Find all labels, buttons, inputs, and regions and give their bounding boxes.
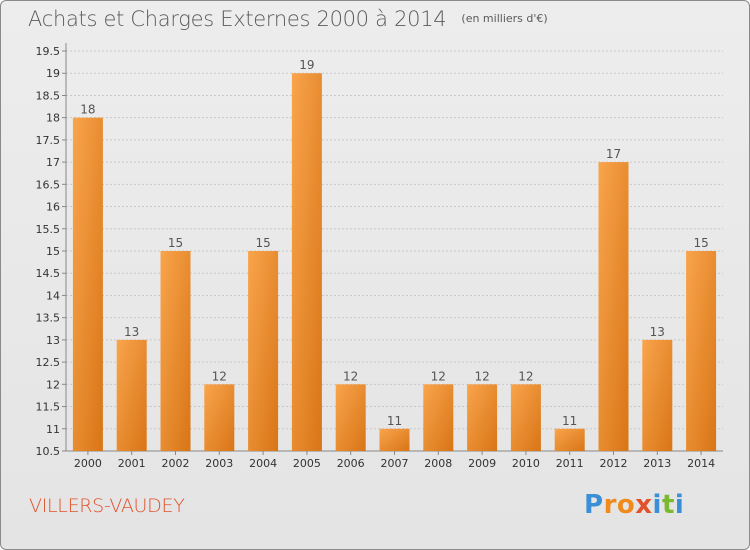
x-tick-label: 2011 [556, 457, 584, 470]
y-tick-label: 14 [46, 289, 60, 302]
y-tick-label: 18.5 [36, 89, 61, 102]
y-tick-label: 19.5 [36, 45, 61, 58]
data-label: 17 [606, 147, 621, 161]
y-tick-label: 16.5 [36, 178, 61, 191]
chart-title: Achats et Charges Externes 2000 à 2014 [28, 7, 447, 31]
x-tick-label: 2005 [293, 457, 321, 470]
x-tick-label: 2007 [381, 457, 409, 470]
bar-2014 [686, 251, 717, 451]
bars [72, 73, 717, 452]
y-tick-label: 17.5 [36, 134, 61, 147]
x-tick-label: 2002 [162, 457, 190, 470]
bar-2004 [248, 251, 279, 451]
data-label: 12 [343, 369, 358, 383]
y-tick-label: 18 [46, 112, 60, 125]
data-label: 13 [650, 325, 665, 339]
y-tick-label: 11 [46, 423, 60, 436]
chart-subtitle: (en milliers d'€) [461, 12, 548, 25]
data-label: 12 [212, 369, 227, 383]
data-label: 11 [387, 414, 402, 428]
logo-letter: i [674, 490, 685, 520]
bar-2005 [291, 73, 322, 451]
axes: 10.5 11 11.5 12 12.5 13 13.5 14 14.5 15 15.5 16 16.5… [36, 43, 723, 470]
y-tick-label: 13.5 [36, 312, 61, 325]
data-label: 12 [474, 369, 489, 383]
bar-2002 [160, 251, 191, 451]
town-name: VILLERS-VAUDEY [29, 495, 185, 517]
x-tick-label: 2003 [205, 457, 233, 470]
x-tick-label: 2012 [600, 457, 628, 470]
y-tick-label: 10.5 [36, 445, 61, 458]
x-tick-label: 2010 [512, 457, 540, 470]
logo-letter: P [584, 490, 604, 520]
bar-2001 [116, 339, 147, 451]
bar-2008 [423, 384, 454, 451]
x-tick-label: 2014 [687, 457, 715, 470]
logo-letter: t [661, 490, 675, 520]
y-tick-label: 19 [46, 67, 60, 80]
data-labels: 18 13 15 12 15 19 12 11 12 12 12 11 17 13 15 [80, 58, 708, 428]
logo-letter: x [635, 490, 653, 520]
y-tick-label: 15.5 [36, 223, 61, 236]
bar-2010 [510, 384, 541, 451]
data-label: 12 [431, 369, 446, 383]
data-label: 18 [80, 103, 95, 117]
x-tick-label: 2006 [337, 457, 365, 470]
bar-2000 [72, 117, 103, 452]
x-tick-label: 2013 [643, 457, 671, 470]
data-label: 15 [693, 236, 708, 250]
y-tick-label: 12.5 [36, 356, 61, 369]
chart-header: Achats et Charges Externes 2000 à 2014 (… [28, 7, 548, 31]
y-tick-label: 11.5 [36, 401, 61, 414]
y-tick-label: 12 [46, 378, 60, 391]
bar-2012 [598, 162, 629, 451]
bar-2006 [335, 384, 366, 451]
proxiti-logo[interactable]: Proxiti [584, 490, 684, 520]
data-label: 15 [168, 236, 183, 250]
bar-2011 [554, 428, 585, 451]
data-label: 12 [518, 369, 533, 383]
bar-2009 [467, 384, 498, 451]
y-tick-label: 16 [46, 201, 60, 214]
bar-2003 [204, 384, 235, 451]
x-tick-label: 2008 [424, 457, 452, 470]
data-label: 13 [124, 325, 139, 339]
bar-2013 [642, 339, 673, 451]
x-tick-label: 2009 [468, 457, 496, 470]
data-label: 15 [255, 236, 270, 250]
y-tick-label: 14.5 [36, 267, 61, 280]
data-label: 19 [299, 58, 314, 72]
x-tick-label: 2000 [74, 457, 102, 470]
bar-2007 [379, 428, 410, 451]
y-tick-label: 15 [46, 245, 60, 258]
logo-letter: o [616, 490, 636, 520]
y-tick-label: 17 [46, 156, 60, 169]
x-tick-label: 2004 [249, 457, 277, 470]
data-label: 11 [562, 414, 577, 428]
x-tick-label: 2001 [118, 457, 146, 470]
logo-letter: i [652, 490, 662, 520]
y-tick-label: 13 [46, 334, 60, 347]
logo-letter: r [603, 490, 617, 520]
